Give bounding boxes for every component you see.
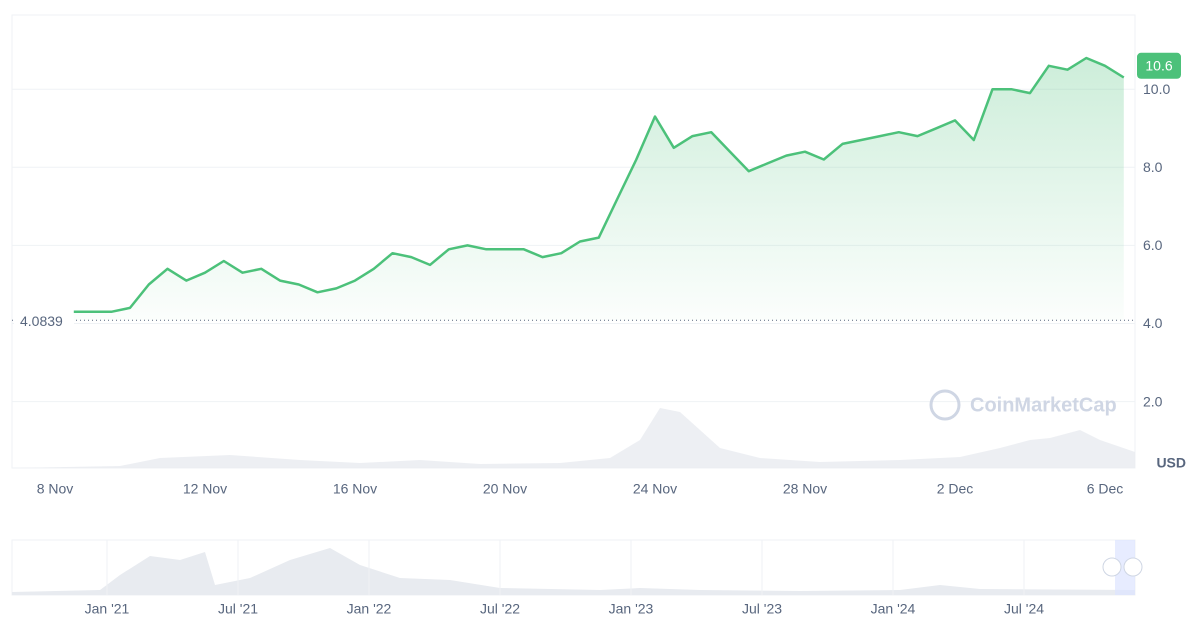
navigator-label: Jan '24: [871, 601, 916, 617]
x-tick-label: 28 Nov: [783, 481, 827, 497]
navigator-label: Jul '22: [480, 601, 520, 617]
navigator-label: Jan '21: [85, 601, 130, 617]
x-tick-label: 6 Dec: [1087, 481, 1124, 497]
navigator-label: Jan '23: [609, 601, 654, 617]
price-area: [73, 58, 1124, 321]
navigator-label: Jul '24: [1004, 601, 1044, 617]
watermark-text: CoinMarketCap: [970, 394, 1117, 416]
volume-area: [12, 408, 1135, 468]
x-tick-label: 24 Nov: [633, 481, 677, 497]
x-tick-label: 12 Nov: [183, 481, 227, 497]
watermark: CoinMarketCap: [929, 389, 1117, 421]
y-tick-label: 10.0: [1143, 81, 1170, 97]
navigator-label: Jul '21: [218, 601, 258, 617]
y-unit: USD: [1156, 455, 1186, 471]
navigator-handle[interactable]: [1123, 557, 1143, 577]
baseline-label-bg: [14, 310, 74, 329]
navigator-handle[interactable]: [1102, 557, 1122, 577]
x-tick-label: 2 Dec: [937, 481, 974, 497]
x-tick-label: 20 Nov: [483, 481, 527, 497]
y-tick-label: 4.0: [1143, 315, 1163, 331]
x-tick-label: 16 Nov: [333, 481, 377, 497]
y-tick-label: 8.0: [1143, 159, 1163, 175]
x-tick-label: 8 Nov: [37, 481, 74, 497]
price-line: [73, 56, 1125, 314]
baseline-label: 4.0839: [20, 313, 63, 329]
navigator-area: [12, 548, 1135, 595]
price-badge-label: 10.6: [1145, 57, 1172, 73]
navigator-label: Jan '22: [347, 601, 392, 617]
price-badge: [1137, 52, 1181, 79]
y-tick-label: 2.0: [1143, 393, 1163, 409]
navigator-label: Jul '23: [742, 601, 782, 617]
y-tick-label: 6.0: [1143, 237, 1163, 253]
